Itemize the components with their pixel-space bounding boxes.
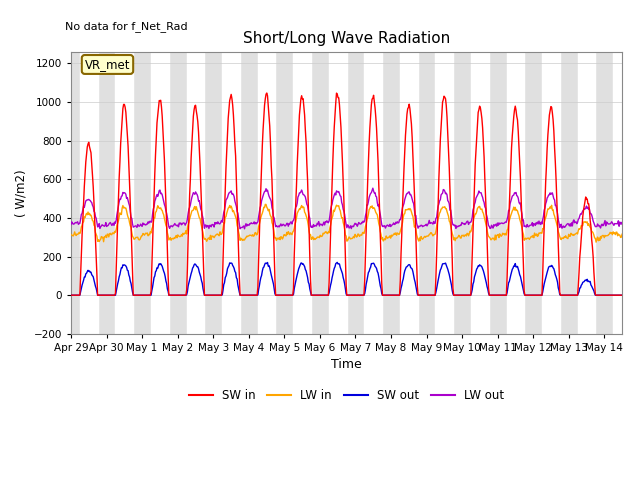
- Bar: [471, 52, 489, 334]
- Bar: [258, 52, 275, 334]
- Bar: [578, 52, 595, 334]
- X-axis label: Time: Time: [331, 359, 362, 372]
- Bar: [222, 52, 240, 334]
- Bar: [364, 52, 382, 334]
- Bar: [329, 52, 346, 334]
- Bar: [435, 52, 453, 334]
- Bar: [186, 52, 204, 334]
- Bar: [80, 52, 98, 334]
- Bar: [151, 52, 169, 334]
- Y-axis label: ( W/m2): ( W/m2): [15, 169, 28, 216]
- Bar: [400, 52, 418, 334]
- Legend: SW in, LW in, SW out, LW out: SW in, LW in, SW out, LW out: [184, 384, 509, 407]
- Bar: [542, 52, 560, 334]
- Title: Short/Long Wave Radiation: Short/Long Wave Radiation: [243, 32, 450, 47]
- Bar: [115, 52, 133, 334]
- Text: VR_met: VR_met: [84, 58, 130, 71]
- Bar: [293, 52, 311, 334]
- Bar: [613, 52, 631, 334]
- Bar: [506, 52, 524, 334]
- Text: No data for f_Net_Rad: No data for f_Net_Rad: [65, 21, 188, 32]
